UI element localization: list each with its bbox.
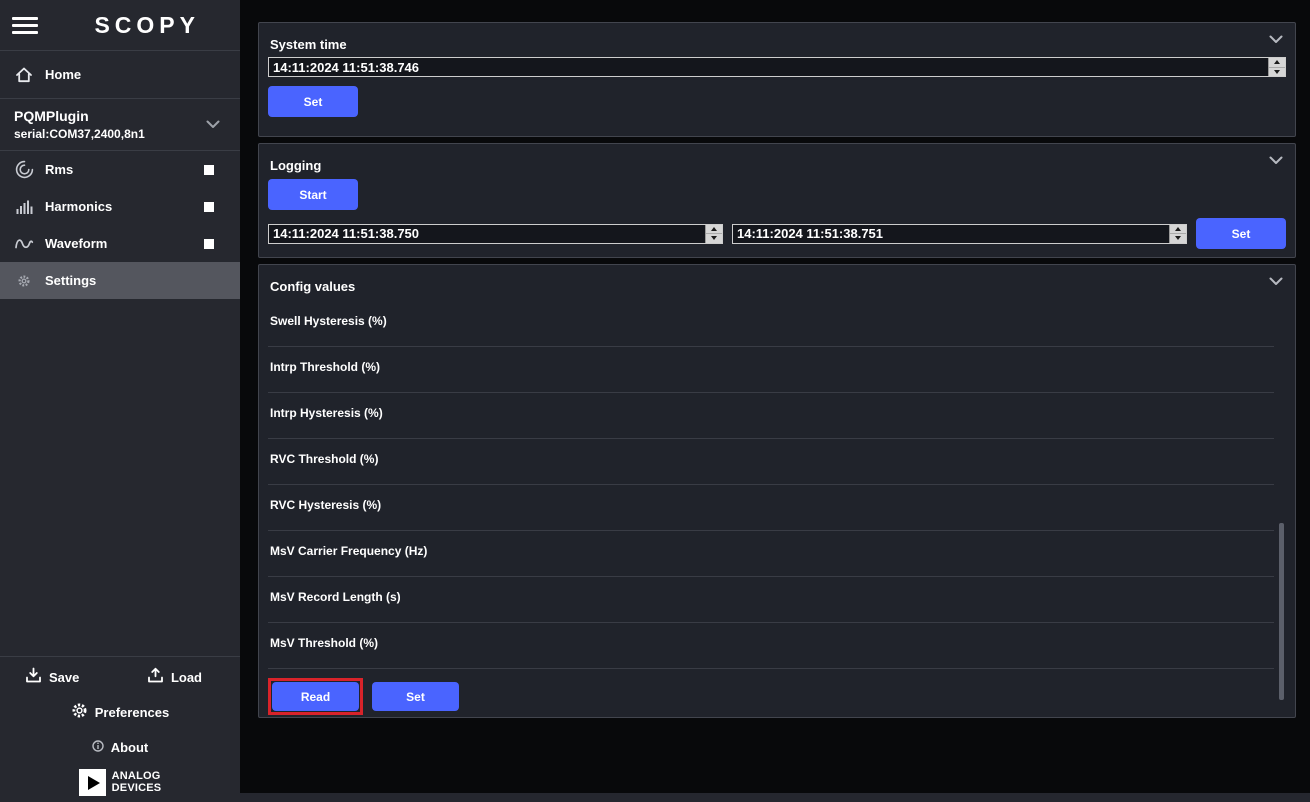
logging-panel: Logging Start (258, 143, 1296, 258)
info-icon (92, 740, 104, 755)
collapse-logging-button[interactable] (1269, 156, 1283, 165)
brand-line2: DEVICES (111, 781, 162, 794)
sidebar-footer: Save Load (0, 657, 240, 802)
about-label: About (110, 740, 149, 755)
spin-down-button[interactable] (1170, 234, 1186, 243)
tool-label: Harmonics (45, 199, 113, 214)
rms-icon (14, 160, 34, 179)
logging-start-button[interactable]: Start (268, 179, 358, 210)
preferences-label: Preferences (94, 704, 170, 720)
brand-line1: ANALOG (111, 769, 161, 782)
system-time-panel: System time Set (258, 22, 1296, 137)
load-button[interactable]: Load (147, 667, 202, 687)
sidebar-header: SCOPY (0, 0, 240, 50)
logging-start-input[interactable] (269, 224, 705, 243)
home-label: Home (45, 67, 82, 82)
spin-up-button[interactable] (706, 224, 722, 234)
spin-up-button[interactable] (1170, 224, 1186, 234)
scopy-logo: SCOPY (94, 11, 200, 38)
gear-icon (14, 274, 34, 288)
save-button[interactable]: Save (25, 667, 79, 687)
system-time-set-button[interactable]: Set (268, 86, 358, 117)
config-set-button[interactable]: Set (372, 682, 459, 711)
config-scrollbar[interactable] (1279, 523, 1284, 700)
collapse-system-time-button[interactable] (1269, 35, 1283, 44)
harmonics-indicator-checkbox[interactable] (204, 201, 214, 212)
plugin-name: PQMPlugin (14, 107, 89, 124)
config-field-swell-hysteresis: Swell Hysteresis (%) (268, 301, 1274, 347)
divider (0, 150, 240, 151)
analog-devices-icon (78, 769, 106, 796)
panel-title: System time (270, 37, 347, 52)
spin-down-button[interactable] (1269, 67, 1285, 76)
config-field-rvc-threshold: RVC Threshold (%) (268, 439, 1274, 485)
tool-label: Settings (45, 273, 97, 288)
config-field-list: Swell Hysteresis (%) Intrp Threshold (%)… (268, 301, 1286, 669)
home-icon (14, 66, 34, 84)
config-read-button[interactable]: Read (272, 682, 359, 711)
logging-set-button[interactable]: Set (1196, 218, 1286, 249)
spin-up-button[interactable] (1269, 58, 1285, 68)
sidebar: SCOPY Home PQMPlugin serial:COM37,2400,8… (0, 0, 240, 802)
rms-indicator-checkbox[interactable] (204, 164, 214, 175)
tool-label: Rms (45, 162, 74, 177)
load-icon (147, 667, 164, 687)
logging-end-datetime-field (732, 223, 1187, 244)
sidebar-item-rms[interactable]: Rms (0, 151, 240, 188)
harmonics-icon (14, 197, 34, 216)
waveform-icon (14, 234, 34, 253)
window-bottom-strip (240, 793, 1310, 802)
system-time-datetime-field (268, 57, 1286, 77)
config-field-msv-threshold: MsV Threshold (%) (268, 623, 1274, 669)
spinner (1169, 224, 1186, 243)
panel-title: Config values (270, 279, 356, 294)
config-values-panel: Config values Swell Hysteresis (%) Intrp… (258, 264, 1296, 718)
sidebar-item-harmonics[interactable]: Harmonics (0, 188, 240, 225)
divider (0, 656, 240, 657)
about-button[interactable]: About (0, 731, 240, 764)
save-icon (25, 667, 42, 687)
sidebar-item-settings[interactable]: Settings (0, 262, 240, 299)
config-field-intrp-hysteresis: Intrp Hysteresis (%) (268, 393, 1274, 439)
analog-devices-logo: ANALOG DEVICES (0, 764, 240, 800)
chevron-down-icon[interactable] (206, 116, 220, 134)
config-field-msv-record-length: MsV Record Length (s) (268, 577, 1274, 623)
system-time-input[interactable] (269, 58, 1268, 76)
divider (0, 50, 240, 51)
spinner (705, 224, 722, 243)
menu-toggle-button[interactable] (10, 13, 40, 38)
logging-start-datetime-field (268, 223, 723, 244)
divider (0, 98, 240, 99)
config-field-msv-carrier-frequency: MsV Carrier Frequency (Hz) (268, 531, 1274, 577)
spinner (1268, 58, 1285, 76)
plugin-uri: serial:COM37,2400,8n1 (14, 126, 145, 141)
logging-end-input[interactable] (733, 224, 1169, 243)
panel-title: Logging (270, 158, 322, 173)
load-label: Load (170, 669, 202, 685)
tool-label: Waveform (45, 236, 108, 251)
preferences-button[interactable]: Preferences (0, 693, 240, 731)
sidebar-plugin-header[interactable]: PQMPlugin serial:COM37,2400,8n1 (0, 99, 240, 150)
waveform-indicator-checkbox[interactable] (204, 238, 214, 249)
collapse-config-button[interactable] (1269, 277, 1283, 286)
config-field-intrp-threshold: Intrp Threshold (%) (268, 347, 1274, 393)
main-content: System time Set Logging (240, 0, 1310, 802)
save-label: Save (49, 669, 80, 685)
annotation-highlight: Read (268, 678, 363, 715)
sidebar-item-waveform[interactable]: Waveform (0, 225, 240, 262)
sidebar-item-home[interactable]: Home (0, 51, 240, 98)
spin-down-button[interactable] (706, 234, 722, 243)
config-field-rvc-hysteresis: RVC Hysteresis (%) (268, 485, 1274, 531)
gear-icon (71, 702, 88, 722)
